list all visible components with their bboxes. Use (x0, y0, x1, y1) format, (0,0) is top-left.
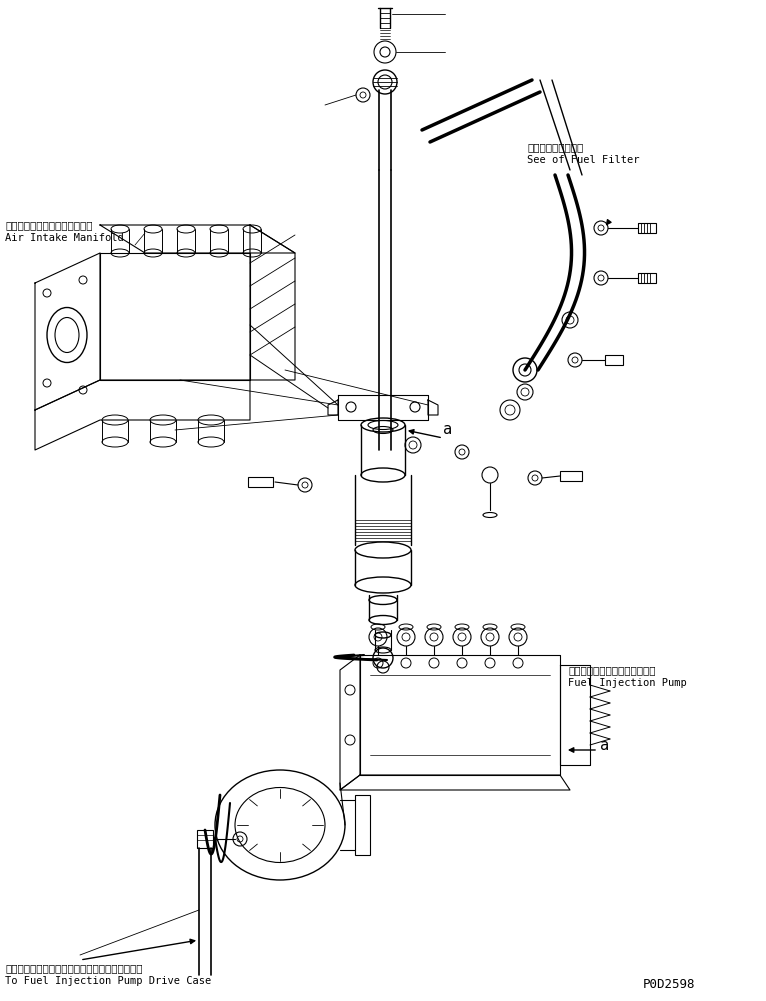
Text: a: a (600, 738, 609, 753)
Bar (248, 477, 273, 487)
Text: フェルインジェクションポンプ: フェルインジェクションポンプ (568, 665, 656, 675)
Bar (638, 273, 656, 283)
Text: Fuel Injection Pump: Fuel Injection Pump (568, 678, 687, 688)
Text: Air Intake Manifold: Air Intake Manifold (5, 233, 124, 243)
Text: フェルフィルタ参照: フェルフィルタ参照 (527, 142, 583, 152)
Text: See of Fuel Filter: See of Fuel Filter (527, 155, 640, 165)
Text: P0D2598: P0D2598 (643, 978, 696, 991)
Text: エアーインテークマニホールド: エアーインテークマニホールド (5, 220, 93, 230)
Bar (355, 795, 370, 855)
Text: フェルインジェクションポンプドライブケースヘ: フェルインジェクションポンプドライブケースヘ (5, 963, 142, 973)
Text: a: a (443, 422, 452, 437)
Text: To Fuel Injection Pump Drive Case: To Fuel Injection Pump Drive Case (5, 976, 211, 986)
Bar (197, 830, 213, 848)
Bar (560, 471, 582, 481)
Bar (638, 223, 656, 233)
Bar (605, 355, 623, 365)
